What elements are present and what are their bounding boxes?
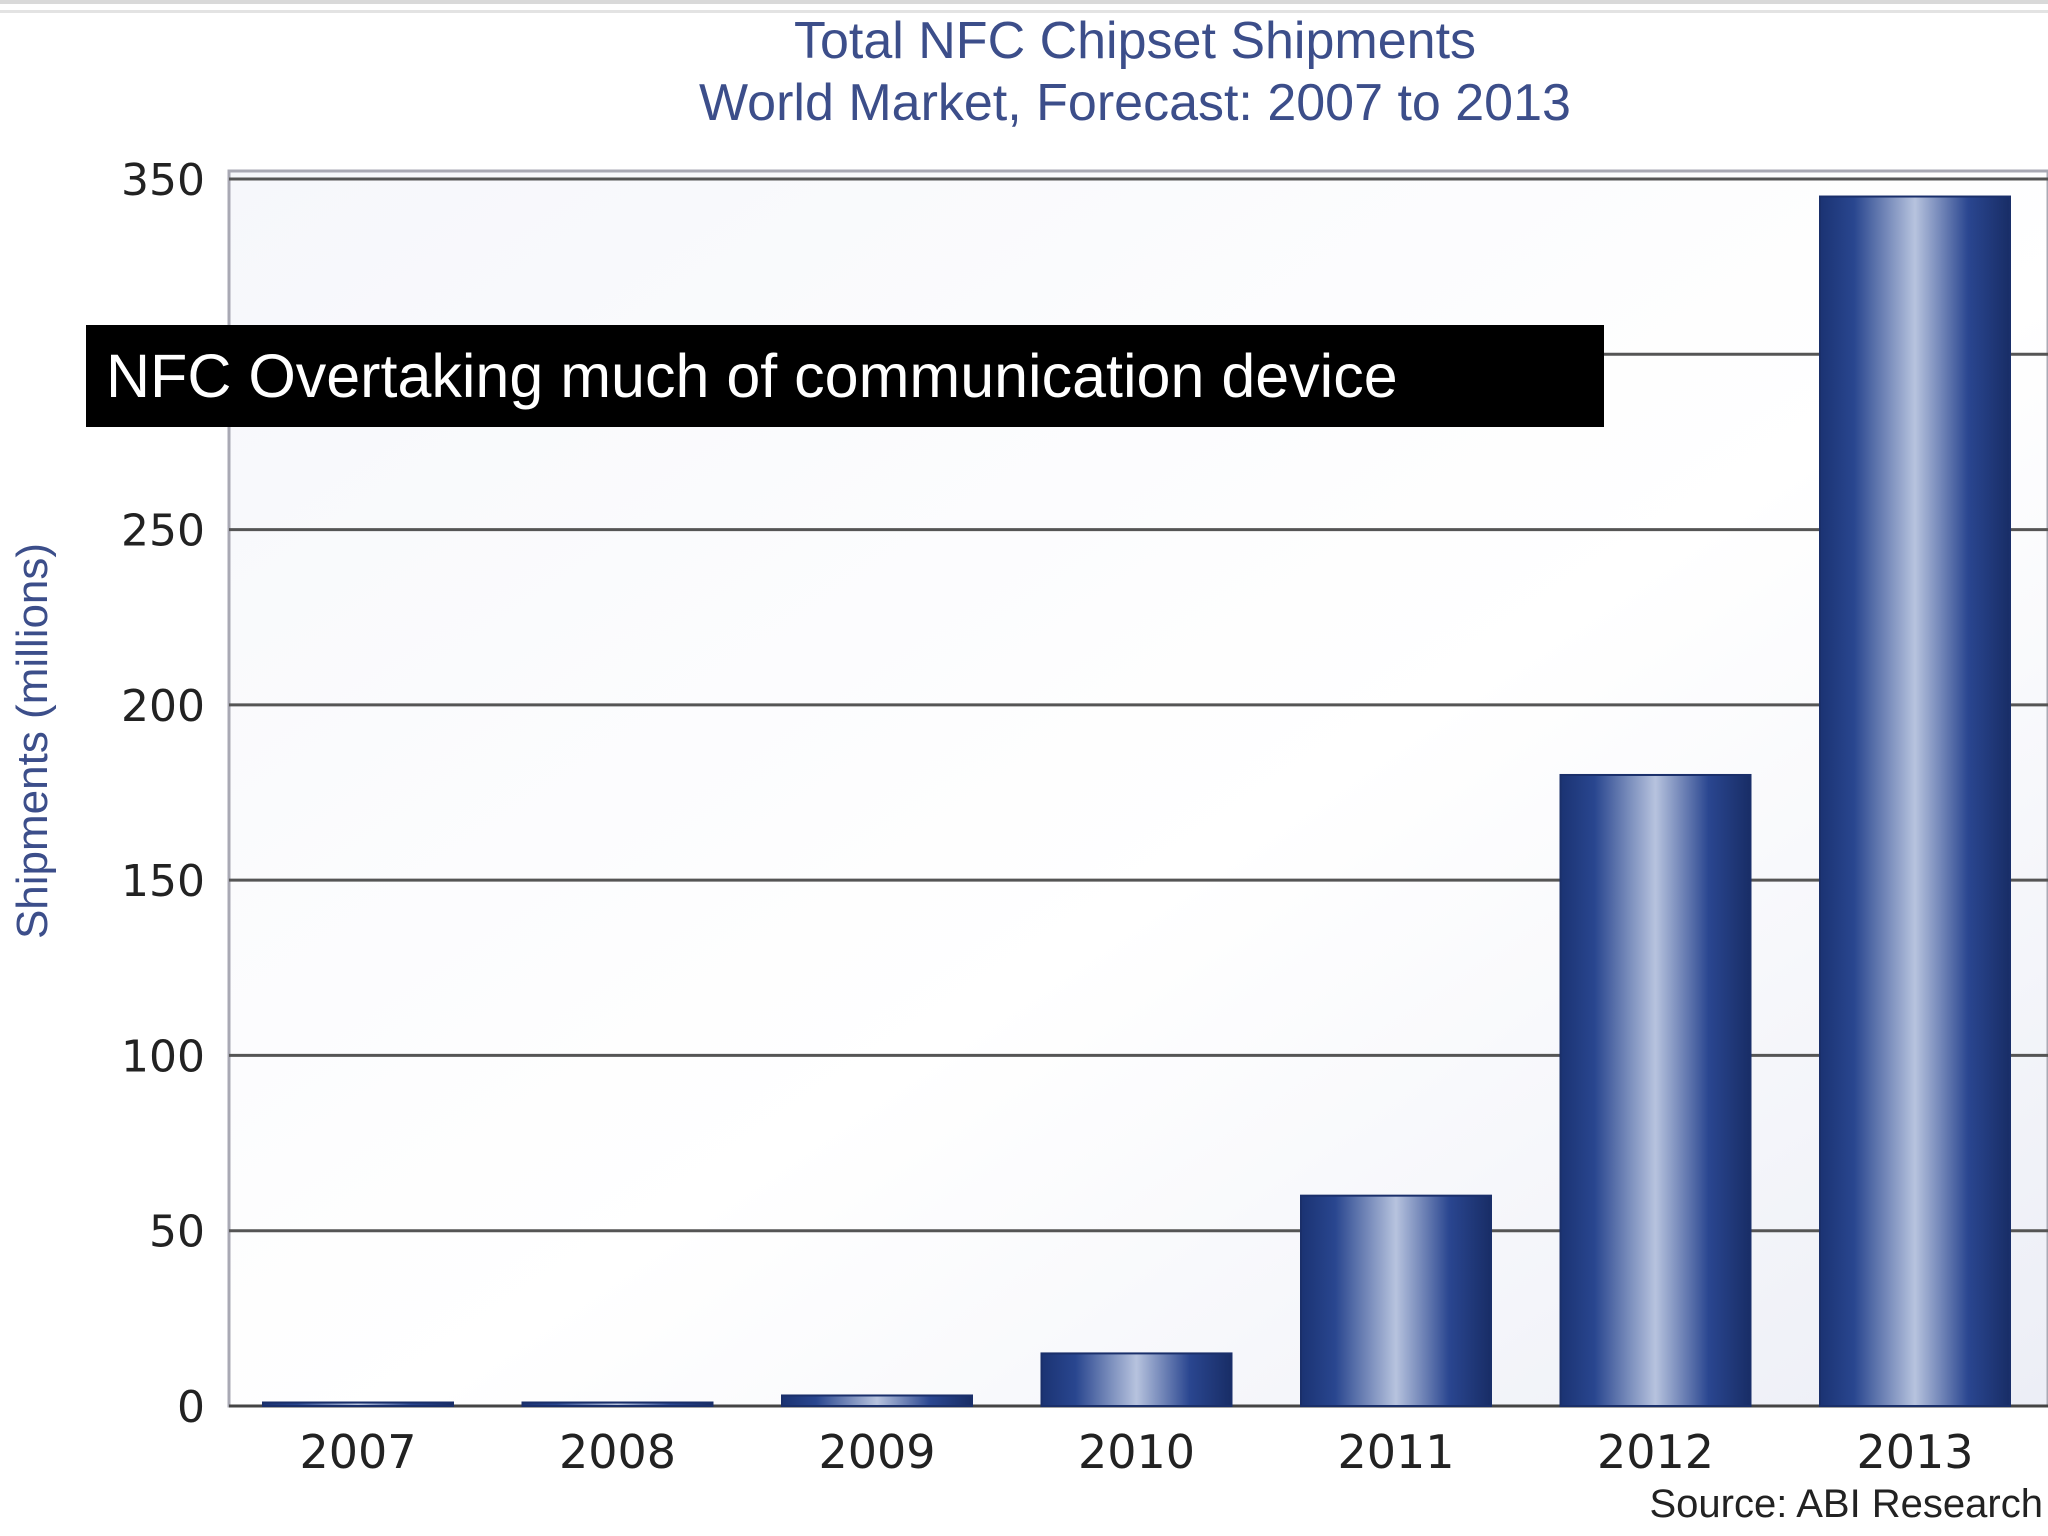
y-tick-labels: 050100150200250300350: [121, 155, 205, 1433]
x-tick-label: 2013: [1856, 1425, 1973, 1479]
bars: [262, 195, 2011, 1408]
top-rule-secondary: [0, 10, 2048, 13]
y-tick-label: 200: [121, 681, 205, 732]
x-tick-label: 2008: [559, 1425, 676, 1479]
chart-title: Total NFC Chipset Shipments: [794, 12, 1476, 70]
bar-2008: [521, 1401, 714, 1407]
x-tick-label: 2011: [1337, 1425, 1454, 1479]
bar-2007: [262, 1401, 454, 1407]
y-tick-label: 250: [121, 506, 205, 557]
bar-2009: [781, 1394, 973, 1408]
y-axis-label: Shipments (millions): [8, 543, 57, 939]
top-rule: [0, 0, 2048, 4]
x-tick-labels: 2007 2008 2009 2010 2011 2012 2013: [299, 1425, 1973, 1479]
overlay-banner: NFC Overtaking much of communication dev…: [86, 325, 1604, 427]
x-tick-label: 2007: [299, 1425, 416, 1479]
bar-2011: [1300, 1194, 1492, 1407]
y-tick-label: 350: [121, 155, 205, 206]
chart-subtitle: World Market, Forecast: 2007 to 2013: [699, 74, 1571, 132]
bar-2010: [1040, 1352, 1233, 1408]
bar-2012: [1559, 773, 1752, 1407]
bar-2013: [1819, 195, 2011, 1407]
y-tick-label: 50: [149, 1207, 205, 1258]
x-tick-label: 2010: [1078, 1425, 1195, 1479]
source-note: Source: ABI Research: [1649, 1482, 2043, 1526]
y-tick-label: 0: [177, 1382, 205, 1433]
x-tick-label: 2012: [1597, 1425, 1714, 1479]
y-tick-label: 150: [121, 856, 205, 907]
x-tick-label: 2009: [818, 1425, 935, 1479]
y-tick-label: 100: [121, 1031, 205, 1082]
